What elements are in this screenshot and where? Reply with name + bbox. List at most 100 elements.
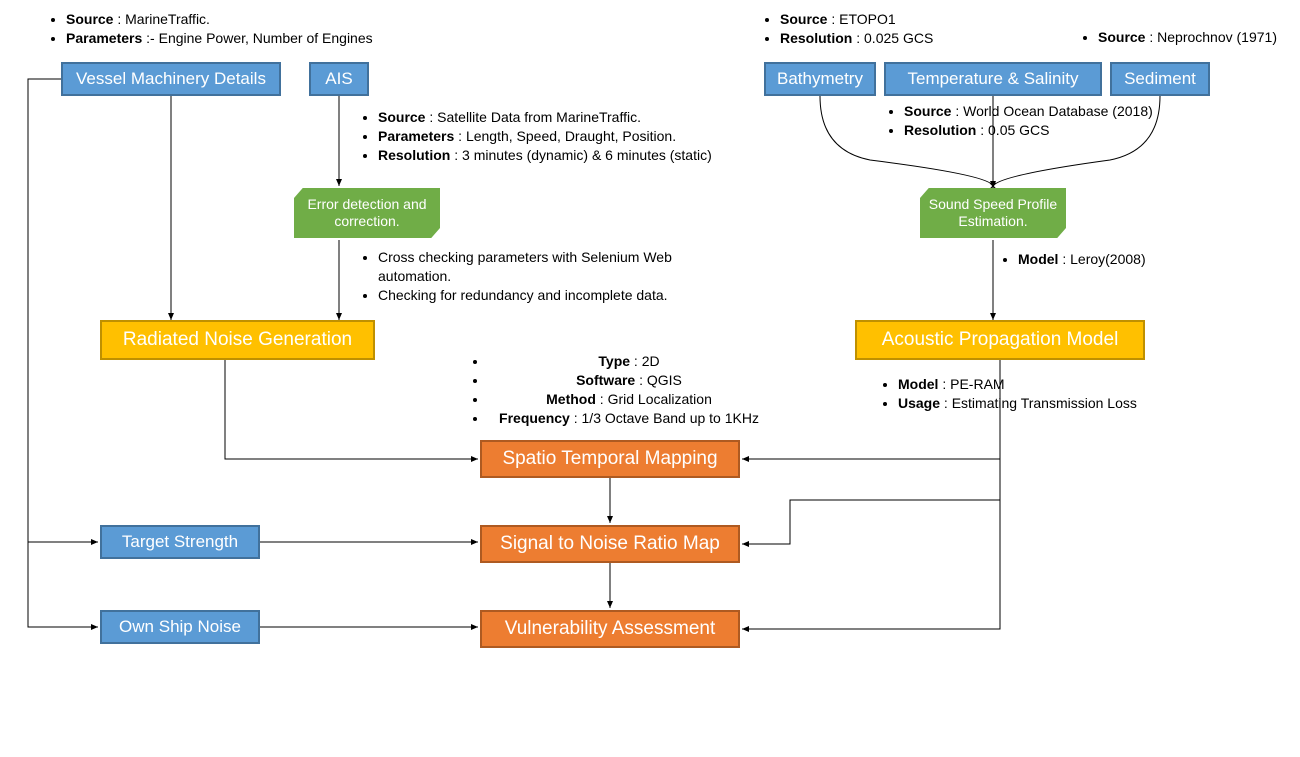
bullet-label: Parameters xyxy=(378,128,458,144)
bullet-item: Usage : Estimating Transmission Loss xyxy=(898,394,1200,413)
bullet-list: Source : Satellite Data from MarineTraff… xyxy=(360,108,720,165)
node-vulnerability: Vulnerability Assessment xyxy=(480,610,740,648)
bullet-list: Source : MarineTraffic.Parameters :- Eng… xyxy=(48,10,408,48)
annot-leroy: Model : Leroy(2008) xyxy=(1000,250,1200,269)
bullet-value: :- Engine Power, Number of Engines xyxy=(146,30,372,46)
bullet-label: Source xyxy=(1098,29,1149,45)
bullet-value: : ETOPO1 xyxy=(831,11,895,27)
node-snr-map: Signal to Noise Ratio Map xyxy=(480,525,740,563)
annot-wod: Source : World Ocean Database (2018)Reso… xyxy=(886,102,1186,140)
bullet-label: Source xyxy=(780,11,831,27)
bullet-value: : 2D xyxy=(634,353,660,369)
bullet-item: Source : Neprochnov (1971) xyxy=(1098,28,1300,47)
bullet-item: Source : Satellite Data from MarineTraff… xyxy=(378,108,720,127)
label: Temperature & Salinity xyxy=(907,69,1078,89)
node-bathy: Bathymetry xyxy=(764,62,876,96)
node-spatio-temporal: Spatio Temporal Mapping xyxy=(480,440,740,478)
bullet-label: Source xyxy=(904,103,955,119)
bullet-list: Type : 2DSoftware : QGISMethod : Grid Lo… xyxy=(470,352,770,428)
bullet-item: Parameters : Length, Speed, Draught, Pos… xyxy=(378,127,720,146)
annot-ais-right: Source : Satellite Data from MarineTraff… xyxy=(360,108,720,165)
bullet-value: : QGIS xyxy=(639,372,682,388)
bullet-value: : Estimating Transmission Loss xyxy=(944,395,1137,411)
bullet-list: Cross checking parameters with Selenium … xyxy=(360,248,730,305)
bullet-value: : Neprochnov (1971) xyxy=(1149,29,1277,45)
annot-neprochnov: Source : Neprochnov (1971) xyxy=(1080,28,1300,47)
bullet-item: Source : MarineTraffic. xyxy=(66,10,408,29)
label: Radiated Noise Generation xyxy=(123,329,352,352)
bullet-label: Frequency xyxy=(499,410,574,426)
label: AIS xyxy=(325,69,352,89)
annot-spatio: Type : 2DSoftware : QGISMethod : Grid Lo… xyxy=(470,352,770,428)
bullet-item: Resolution : 0.025 GCS xyxy=(780,29,1002,48)
label: Error detection and correction. xyxy=(302,196,432,230)
bullet-item: Source : ETOPO1 xyxy=(780,10,1002,29)
bullet-label: Source xyxy=(66,11,117,27)
bullet-label: Usage xyxy=(898,395,944,411)
bullet-value: : Leroy(2008) xyxy=(1062,251,1145,267)
label: Spatio Temporal Mapping xyxy=(502,448,717,471)
bullet-item: Software : QGIS xyxy=(488,371,770,390)
bullet-label: Resolution xyxy=(378,147,454,163)
label: Acoustic Propagation Model xyxy=(882,329,1119,352)
bullet-list: Source : Neprochnov (1971) xyxy=(1080,28,1300,47)
bullet-label: Parameters xyxy=(66,30,146,46)
node-sediment: Sediment xyxy=(1110,62,1210,96)
bullet-value: Cross checking parameters with Selenium … xyxy=(378,249,672,284)
node-sound-speed-profile: Sound Speed Profile Estimation. xyxy=(920,188,1066,238)
bullet-item: Source : World Ocean Database (2018) xyxy=(904,102,1186,121)
node-ais: AIS xyxy=(309,62,369,96)
bullet-value: : Satellite Data from MarineTraffic. xyxy=(429,109,641,125)
bullet-value: : MarineTraffic. xyxy=(117,11,210,27)
label: Vulnerability Assessment xyxy=(505,618,716,641)
node-target-strength: Target Strength xyxy=(100,525,260,559)
label: Own Ship Noise xyxy=(119,617,241,637)
bullet-list: Source : World Ocean Database (2018)Reso… xyxy=(886,102,1186,140)
bullet-label: Method xyxy=(546,391,600,407)
node-error-correction: Error detection and correction. xyxy=(294,188,440,238)
bullet-item: Model : Leroy(2008) xyxy=(1018,250,1200,269)
label: Bathymetry xyxy=(777,69,863,89)
bullet-value: : Length, Speed, Draught, Position. xyxy=(458,128,676,144)
label: Sound Speed Profile Estimation. xyxy=(928,196,1058,230)
bullet-item: Type : 2D xyxy=(488,352,770,371)
annot-etopo: Source : ETOPO1Resolution : 0.025 GCS xyxy=(762,10,1002,48)
node-own-ship-noise: Own Ship Noise xyxy=(100,610,260,644)
bullet-label: Resolution xyxy=(904,122,980,138)
bullet-item: Method : Grid Localization xyxy=(488,390,770,409)
bullet-label: Resolution xyxy=(780,30,856,46)
bullet-value: : 0.025 GCS xyxy=(856,30,933,46)
bullet-label: Software xyxy=(576,372,639,388)
bullet-value: : World Ocean Database (2018) xyxy=(955,103,1152,119)
bullet-item: Model : PE-RAM xyxy=(898,375,1200,394)
annot-err-below: Cross checking parameters with Selenium … xyxy=(360,248,730,305)
bullet-value: : PE-RAM xyxy=(942,376,1004,392)
bullet-list: Model : Leroy(2008) xyxy=(1000,250,1200,269)
bullet-list: Model : PE-RAMUsage : Estimating Transmi… xyxy=(880,375,1200,413)
bullet-value: : 3 minutes (dynamic) & 6 minutes (stati… xyxy=(454,147,712,163)
bullet-label: Source xyxy=(378,109,429,125)
bullet-label: Model xyxy=(1018,251,1062,267)
bullet-value: : 1/3 Octave Band up to 1KHz xyxy=(574,410,759,426)
node-radiated-noise: Radiated Noise Generation xyxy=(100,320,375,360)
annot-peram: Model : PE-RAMUsage : Estimating Transmi… xyxy=(880,375,1200,413)
bullet-item: Cross checking parameters with Selenium … xyxy=(378,248,730,286)
bullet-value: Checking for redundancy and incomplete d… xyxy=(378,287,668,303)
label: Target Strength xyxy=(122,532,238,552)
label: Signal to Noise Ratio Map xyxy=(500,533,720,556)
bullet-value: : 0.05 GCS xyxy=(980,122,1049,138)
node-vessel: Vessel Machinery Details xyxy=(61,62,281,96)
label: Sediment xyxy=(1124,69,1196,89)
bullet-item: Checking for redundancy and incomplete d… xyxy=(378,286,730,305)
bullet-item: Parameters :- Engine Power, Number of En… xyxy=(66,29,408,48)
node-tempsal: Temperature & Salinity xyxy=(884,62,1102,96)
annot-vessel-top: Source : MarineTraffic.Parameters :- Eng… xyxy=(48,10,408,48)
label: Vessel Machinery Details xyxy=(76,69,266,89)
bullet-value: : Grid Localization xyxy=(600,391,712,407)
bullet-item: Frequency : 1/3 Octave Band up to 1KHz xyxy=(488,409,770,428)
bullet-item: Resolution : 0.05 GCS xyxy=(904,121,1186,140)
bullet-list: Source : ETOPO1Resolution : 0.025 GCS xyxy=(762,10,1002,48)
bullet-item: Resolution : 3 minutes (dynamic) & 6 min… xyxy=(378,146,720,165)
bullet-label: Type xyxy=(598,353,634,369)
bullet-label: Model xyxy=(898,376,942,392)
